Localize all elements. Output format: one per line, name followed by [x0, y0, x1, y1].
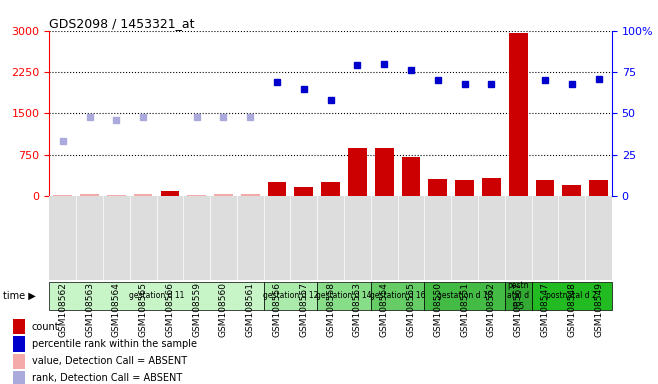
Bar [80, 194, 99, 196]
Bar [371, 282, 424, 310]
Bar [241, 194, 260, 196]
Bar [536, 180, 554, 196]
Bar [107, 195, 126, 196]
Text: postnatal d 2: postnatal d 2 [546, 291, 597, 300]
Bar [401, 157, 420, 196]
Bar [348, 148, 367, 196]
Bar [13, 354, 25, 369]
Bar [455, 180, 474, 196]
Bar [264, 282, 317, 310]
Bar [317, 282, 371, 310]
Bar [49, 282, 264, 310]
Text: GDS2098 / 1453321_at: GDS2098 / 1453321_at [49, 17, 195, 30]
Bar [161, 190, 179, 196]
Text: percentile rank within the sample: percentile rank within the sample [32, 339, 197, 349]
Bar [563, 185, 581, 196]
Bar [375, 148, 393, 196]
Bar [214, 194, 233, 196]
Bar [134, 194, 153, 196]
Bar [13, 336, 25, 351]
Bar [532, 282, 612, 310]
Text: gestation d 12: gestation d 12 [263, 291, 318, 300]
Bar [53, 195, 72, 196]
Bar [13, 371, 25, 384]
Bar [589, 180, 608, 196]
Bar [505, 282, 532, 310]
Text: postn
atal d
0.5: postn atal d 0.5 [507, 281, 529, 311]
Text: gestation d 14: gestation d 14 [316, 291, 372, 300]
Text: gestation d 11: gestation d 11 [129, 291, 184, 300]
Text: value, Detection Call = ABSENT: value, Detection Call = ABSENT [32, 356, 187, 366]
Bar [295, 187, 313, 196]
Text: time ▶: time ▶ [3, 291, 36, 301]
Bar [321, 182, 340, 196]
Bar [13, 319, 25, 334]
Bar [268, 182, 286, 196]
Text: count: count [32, 322, 59, 332]
Bar [509, 33, 528, 196]
Bar [424, 282, 505, 310]
Bar [482, 178, 501, 196]
Bar [428, 179, 447, 196]
Text: rank, Detection Call = ABSENT: rank, Detection Call = ABSENT [32, 374, 182, 384]
Text: gestation d 16: gestation d 16 [370, 291, 425, 300]
Text: gestation d 18: gestation d 18 [437, 291, 492, 300]
Bar [188, 195, 206, 196]
